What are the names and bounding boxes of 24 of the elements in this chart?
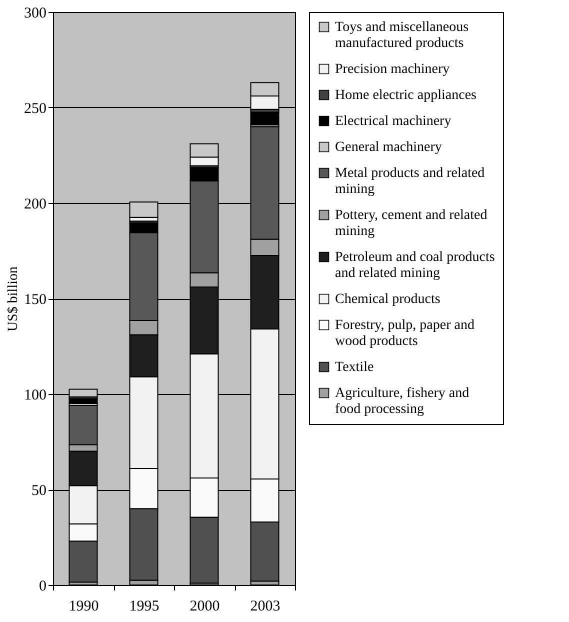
legend-label: Electrical machinery: [335, 114, 452, 129]
y-axis-title: US$ billion: [6, 266, 21, 332]
legend-label: Toys and miscellaneous manufactured products: [335, 20, 469, 51]
legend-label: Pottery, cement and related mining: [335, 208, 488, 239]
y-tick-label: 50: [32, 483, 46, 499]
y-tick-label: 150: [24, 292, 46, 308]
legend-label: Metal products and related mining: [335, 166, 485, 197]
x-tick-label: 2000: [190, 598, 220, 614]
legend-label: Forestry, pulp, paper and wood products: [335, 318, 474, 349]
x-tick-label: 2003: [250, 598, 280, 614]
legend-label: Chemical products: [335, 292, 440, 307]
y-tick-label: 300: [24, 6, 46, 22]
legend-label: General machinery: [335, 140, 442, 155]
legend-label: Precision machinery: [335, 62, 450, 77]
legend-label: Home electric appliances: [335, 88, 476, 103]
x-tick-label: 1990: [68, 598, 99, 614]
legend-label: Textile: [335, 360, 374, 375]
legend-label: Petroleum and coal products and related mining: [335, 250, 495, 281]
y-tick-label: 100: [24, 388, 46, 404]
y-tick-label: 0: [39, 578, 46, 594]
y-tick-label: 250: [24, 101, 46, 117]
legend-label: Agriculture, fishery and food processing: [335, 386, 470, 417]
x-tick-label: 1995: [129, 598, 160, 614]
y-tick-label: 200: [24, 196, 46, 212]
